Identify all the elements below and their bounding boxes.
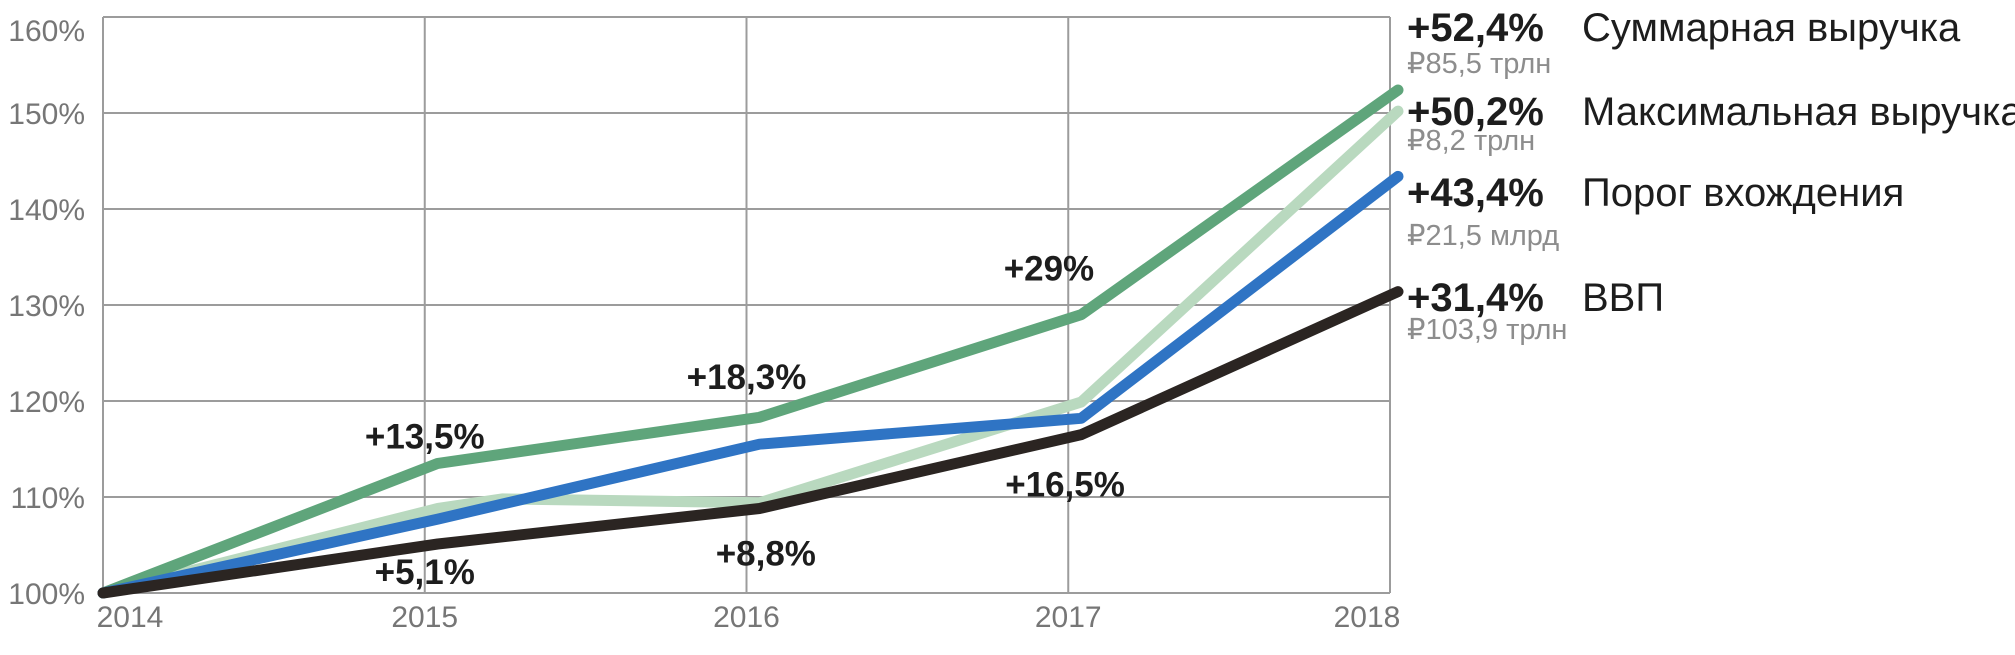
y-axis-label-130: 130%: [8, 290, 85, 323]
x-axis-label-2016: 2016: [713, 601, 780, 634]
legend-value-gdp: ₽103,9 трлн: [1407, 314, 1568, 346]
legend-name-gdp: ВВП: [1582, 276, 1665, 320]
series-line-entry-threshold: [97, 170, 1404, 599]
series-line-total-revenue: [97, 84, 1404, 599]
x-axis-label-2018: 2018: [1334, 601, 1401, 634]
annotation-gdp-3: +5,1%: [375, 553, 475, 592]
annotation-gdp-5: +16,5%: [1005, 466, 1125, 505]
y-axis-label-120: 120%: [8, 386, 85, 419]
legend-change-total-revenue: +52,4%: [1407, 6, 1544, 50]
series-line-gdp: [97, 286, 1404, 599]
y-axis-label-160: 160%: [8, 15, 85, 48]
legend-change-entry-threshold: +43,4%: [1407, 171, 1544, 215]
y-axis-label-150: 150%: [8, 98, 85, 131]
legend-name-total-revenue: Суммарная выручка: [1582, 6, 1961, 50]
x-axis-label-2015: 2015: [391, 601, 458, 634]
legend-value-max-revenue: ₽8,2 трлн: [1407, 125, 1536, 157]
legend-value-entry-threshold: ₽21,5 млрд: [1407, 220, 1560, 252]
series-line-max-revenue: [97, 105, 1404, 599]
legend-change-gdp: +31,4%: [1407, 276, 1544, 320]
annotation-total-revenue-1: +18,3%: [687, 358, 807, 397]
x-axis-label-2017: 2017: [1035, 601, 1102, 634]
y-axis-label-140: 140%: [8, 194, 85, 227]
x-axis-label-2014: 2014: [97, 601, 164, 634]
legend-change-max-revenue: +50,2%: [1407, 90, 1544, 134]
y-axis-label-100: 100%: [8, 578, 85, 611]
annotation-total-revenue-0: +13,5%: [365, 418, 485, 457]
annotation-gdp-4: +8,8%: [716, 535, 816, 574]
y-axis-label-110: 110%: [10, 482, 85, 515]
annotation-total-revenue-2: +29%: [1004, 250, 1095, 289]
legend-name-max-revenue: Максимальная выручка: [1582, 90, 2015, 134]
legend-name-entry-threshold: Порог вхождения: [1582, 171, 1905, 215]
legend-value-total-revenue: ₽85,5 трлн: [1407, 48, 1552, 80]
